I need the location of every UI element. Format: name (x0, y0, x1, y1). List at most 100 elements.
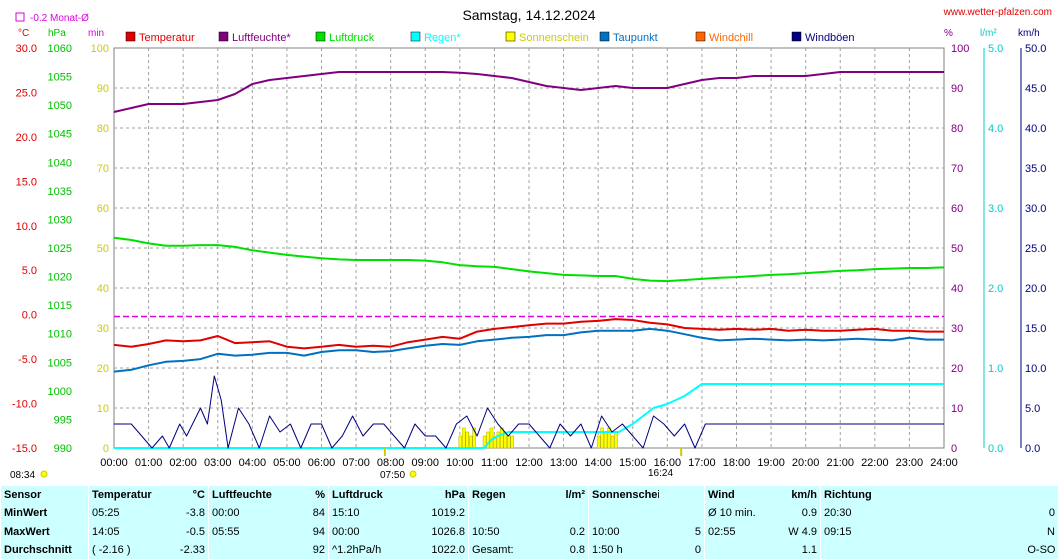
stats-header-row: Sensor Temperatur °C Luftfeuchte% Luftdruck h… (0, 486, 1058, 505)
pressure-tick-label: 1010 (48, 329, 72, 341)
stats-cell: 92 (312, 543, 325, 556)
stats-cell: W 4.9 (788, 525, 817, 538)
legend-label: Luftfeuchte* (232, 32, 291, 44)
stats-cell: MinWert (0, 504, 89, 523)
wind-tick-label: 10.0 (1025, 363, 1046, 375)
stats-cell: l/m² (565, 489, 585, 502)
stats-cell (208, 540, 273, 559)
series-line-windböen (114, 375, 944, 449)
x-tick-label: 06:00 (308, 457, 336, 469)
humidity-tick-label: 90 (951, 83, 963, 95)
stats-cell: Luftfeuchte (208, 486, 273, 505)
humidity-tick-label: 50 (951, 243, 963, 255)
stats-cell: 1:50 h (588, 540, 659, 559)
x-tick-label: 17:00 (688, 457, 716, 469)
stats-cell: 1026.8 (431, 525, 465, 538)
sunshine-bar (486, 431, 490, 449)
rain-tick-label: 3.0 (988, 203, 1003, 215)
sunshine-tick-label: 40 (97, 283, 109, 295)
stats-cell: hPa (444, 489, 465, 502)
stats-cell: 0.8 (569, 543, 585, 556)
sunshine-tick-label: 0 (103, 443, 109, 455)
x-tick-label: 12:00 (515, 457, 543, 469)
site-link[interactable]: www.wetter-pfalzen.com (943, 7, 1052, 18)
sunshine-bar (500, 427, 504, 449)
sunshine-tick-label: 30 (97, 323, 109, 335)
stats-cell: ( -2.16 ) (88, 540, 161, 559)
x-tick-label: 05:00 (273, 457, 301, 469)
x-tick-label: 14:00 (584, 457, 612, 469)
legend-swatch (599, 31, 610, 42)
stats-cell: 0 (1048, 507, 1055, 520)
pressure-tick-label: 1005 (48, 357, 72, 369)
x-tick-label: 01:00 (135, 457, 163, 469)
sunshine-bar (603, 431, 608, 449)
rain-tick-label: 1.0 (988, 363, 1003, 375)
stats-cell (820, 540, 891, 559)
legend-swatch (218, 31, 229, 42)
humidity-tick-label: 70 (951, 163, 963, 175)
stats-cell: Wind (704, 486, 781, 505)
humidity-tick-label: 20 (951, 363, 963, 375)
stats-cell (704, 540, 781, 559)
sunshine-bar (458, 435, 463, 449)
legend-label: Windchill (709, 32, 753, 44)
x-tick-label: 19:00 (757, 457, 785, 469)
sunshine-bar (510, 435, 514, 449)
x-tick-label: 07:00 (342, 457, 370, 469)
x-tick-label: 09:00 (411, 457, 439, 469)
stats-cell: -3.8 (186, 507, 205, 520)
stats-cell: O-SO (1027, 543, 1056, 556)
stats-cell: km/h (791, 489, 817, 502)
temperature-tick-label: -5.0 (18, 354, 37, 366)
wind-tick-label: 45.0 (1025, 83, 1046, 95)
wind-tick-label: 35.0 (1025, 163, 1046, 175)
wind-tick-label: 5.0 (1025, 403, 1040, 415)
stats-cell (659, 504, 705, 522)
stats-cell: 09:15 (820, 522, 891, 541)
sunshine-tick-label: 70 (97, 163, 109, 175)
monthly-average-swatch (15, 12, 25, 22)
sunshine-tick-label: 20 (97, 363, 109, 375)
legend-label: Sonnenschein (519, 32, 589, 44)
stats-cell: Temperatur (88, 486, 161, 505)
left-time-marker: 08:34 (10, 470, 35, 481)
sunshine-bar (462, 427, 466, 449)
stats-cell: 05:55 (208, 522, 273, 541)
series-line-regen (114, 383, 944, 449)
pressure-tick-label: 990 (54, 443, 72, 455)
weather-chart: 00:00 01:00 02:00 03:00 04:00 05:00 06:00 07:00… (10, 7, 1052, 481)
temperature-tick-label: 20.0 (16, 132, 37, 144)
stats-cell (588, 504, 659, 523)
pressure-tick-label: 1025 (48, 243, 72, 255)
sunshine-bars (458, 427, 618, 449)
stats-row: Durchschnitt( -2.16 ) -2.33 92 ^1.2hPa/h 102… (0, 540, 1058, 559)
series-line-temperatur (113, 318, 944, 350)
wind-tick-label: 40.0 (1025, 123, 1046, 135)
legend-swatch (695, 31, 706, 42)
stats-cell: Sensor (0, 486, 89, 505)
stats-cell: -0.5 (186, 525, 205, 538)
sunshine-tick-label: 100 (91, 43, 109, 55)
stats-cell: 14:05 (88, 522, 161, 541)
temperature-tick-label: 10.0 (16, 221, 37, 233)
x-tick-label: 00:00 (100, 457, 128, 469)
pressure-tick-label: 1050 (48, 100, 72, 112)
sunshine-tick-label: 60 (97, 203, 109, 215)
legend-swatch (125, 31, 136, 42)
stats-cell: °C (192, 489, 205, 502)
temperature-tick-label: 5.0 (22, 265, 37, 277)
stats-cell (468, 504, 529, 523)
pressure-tick-label: 1055 (48, 72, 72, 84)
temperature-tick-label: -10.0 (12, 399, 37, 411)
series-line-luftdruck (113, 236, 945, 283)
x-tick-label: 22:00 (861, 457, 889, 469)
stats-cell: 5 (694, 525, 701, 538)
stats-cell: 1.1 (801, 543, 817, 556)
stats-cell: 0.2 (569, 525, 585, 538)
legend: Temperatur Luftfeuchte* Luftdruck Regen* Son… (125, 31, 855, 44)
wind-tick-label: 0.0 (1025, 443, 1040, 455)
x-tick-label: 02:00 (169, 457, 197, 469)
legend-swatch (505, 31, 516, 42)
sunshine-tick-label: 50 (97, 243, 109, 255)
